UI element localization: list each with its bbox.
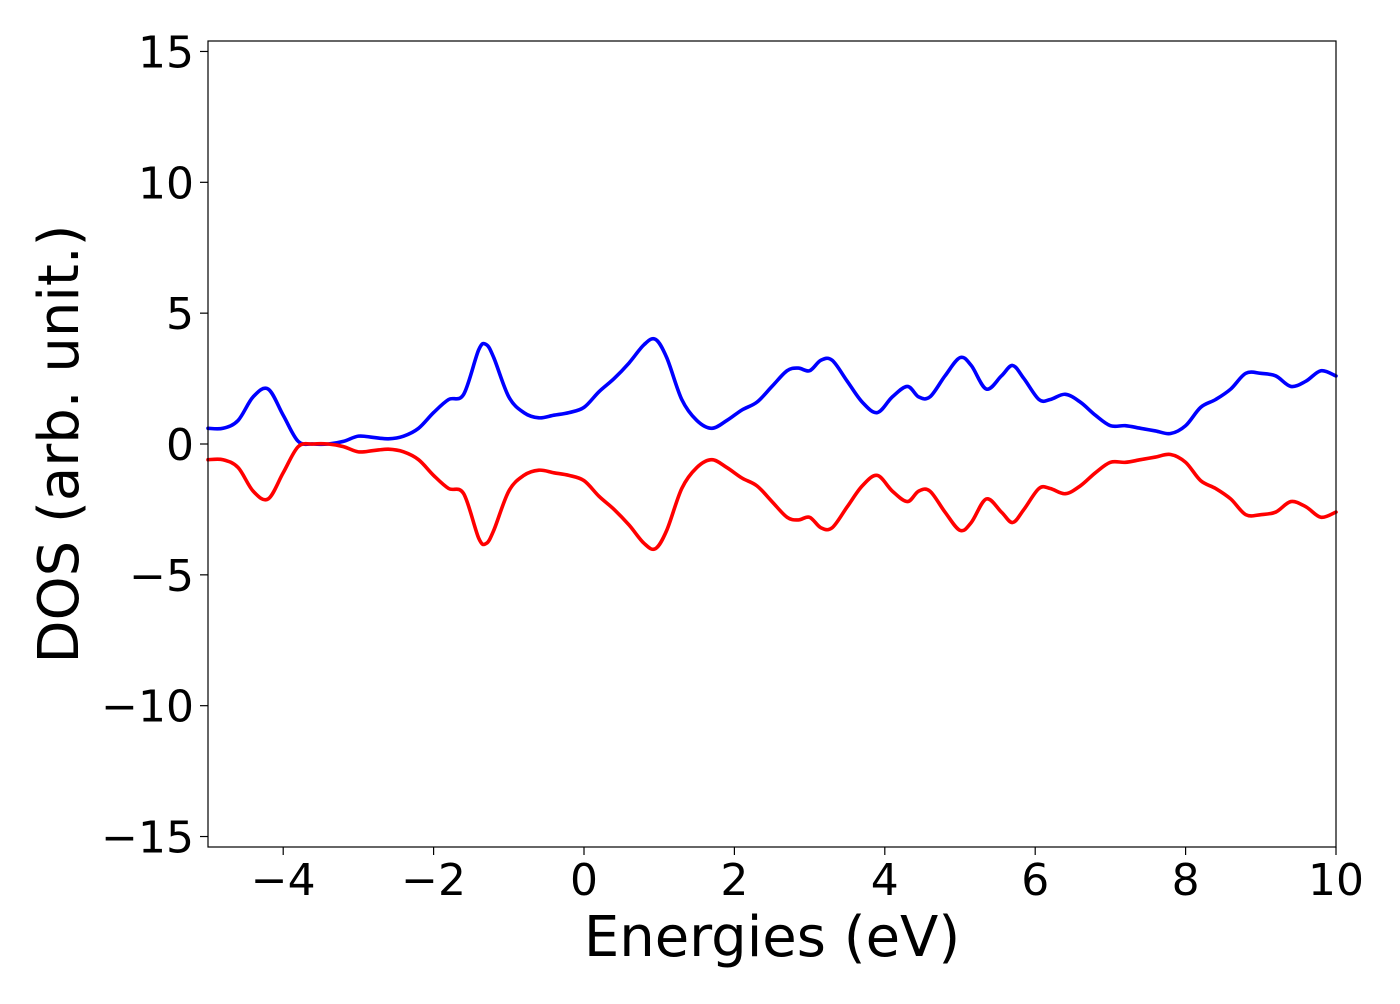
y-axis-title: DOS (arb. unit.)	[27, 224, 92, 663]
x-tick-label: 0	[570, 855, 598, 906]
y-tick-label: 10	[138, 158, 194, 209]
x-tick-label: 2	[720, 855, 748, 906]
y-tick-label: 0	[166, 420, 194, 471]
y-tick-label: −10	[101, 682, 194, 733]
x-tick-label: −2	[401, 855, 466, 906]
x-axis-title: Energies (eV)	[584, 905, 960, 970]
y-tick-label: −15	[101, 813, 194, 864]
y-tick-label: −5	[129, 551, 194, 602]
y-tick-label: 15	[138, 27, 194, 78]
x-tick-label: 8	[1172, 855, 1200, 906]
series-layer	[206, 336, 1338, 552]
y-axis-ticks: 15 10 5 0 −5 −10 −15	[101, 27, 208, 864]
x-tick-label: 6	[1021, 855, 1049, 906]
series-line-spin-up	[206, 336, 1338, 447]
series-line-spin-down	[206, 441, 1338, 552]
plot-frame	[207, 40, 1337, 848]
x-axis-ticks: −4 −2 0 2 4 6 8 10	[251, 847, 1364, 906]
x-tick-label: 4	[871, 855, 899, 906]
y-tick-label: 5	[166, 289, 194, 340]
x-tick-label: 10	[1308, 855, 1364, 906]
x-tick-label: −4	[251, 855, 316, 906]
